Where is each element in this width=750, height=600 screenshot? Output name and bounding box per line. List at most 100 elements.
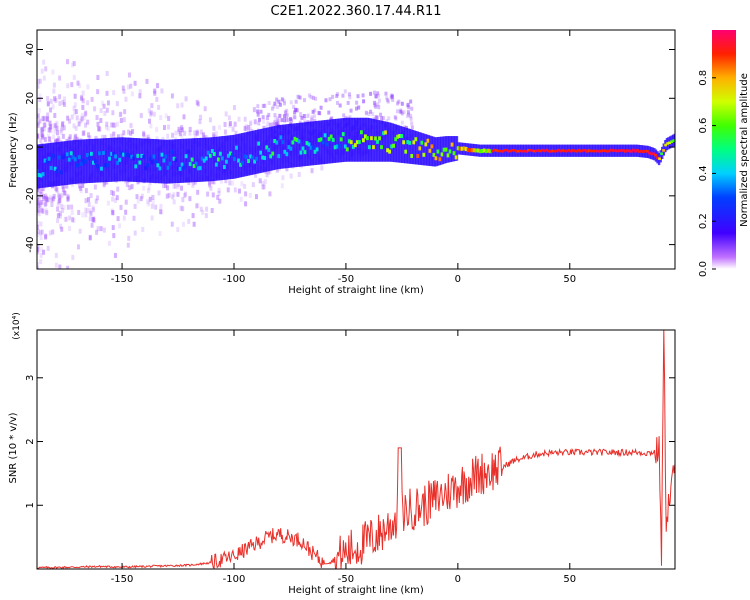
heatmap-band-cell: [289, 123, 293, 168]
heatmap-noise-cell: [251, 182, 255, 188]
heatmap-noise-cell: [263, 103, 267, 108]
heatmap-noise-cell: [37, 201, 40, 207]
heatmap-noise-cell: [210, 179, 214, 185]
heatmap-ridge-cell: [436, 149, 440, 154]
heatmap-noise-cell: [343, 89, 347, 94]
heatmap-band-cell: [112, 137, 115, 182]
heatmap-noise-cell: [294, 108, 298, 113]
heatmap-noise-cell: [37, 133, 39, 139]
heatmap-ridge-cell: [519, 149, 522, 153]
heatmap-noise-cell: [410, 125, 414, 130]
heatmap-noise-cell: [193, 179, 197, 185]
heatmap-band-cell: [438, 136, 441, 166]
heatmap-ridge-cell: [609, 148, 613, 152]
heatmap-noise-cell: [42, 59, 46, 65]
heatmap-ridge-cell: [309, 145, 313, 150]
heatmap-noise-cell: [203, 135, 207, 141]
heatmap-noise-cell: [96, 195, 100, 201]
heatmap-noise-cell: [37, 200, 41, 206]
heatmap-band-cell: [425, 134, 429, 166]
heatmap-noise-cell: [148, 196, 152, 202]
heatmap-noise-cell: [120, 133, 124, 139]
colorbar-label: Normalized spectral amplitude: [739, 73, 750, 227]
heatmap-noise-cell: [390, 94, 394, 99]
heatmap-noise-cell: [289, 117, 293, 122]
heatmap-ridge-cell: [227, 153, 230, 158]
heatmap-ridge-cell: [599, 149, 603, 153]
heatmap-noise-cell: [212, 179, 216, 185]
heatmap-ridge-cell: [239, 162, 242, 167]
heatmap-noise-cell: [331, 94, 335, 99]
heatmap-noise-cell: [293, 109, 297, 114]
heatmap-ridge-cell: [255, 156, 259, 161]
heatmap-band-cell: [48, 143, 51, 188]
spectrogram-x-tick-label: -150: [111, 274, 134, 285]
heatmap-noise-cell: [212, 134, 216, 140]
heatmap-band-cell: [195, 138, 199, 183]
heatmap-ridge-cell: [100, 166, 103, 171]
heatmap-noise-cell: [62, 205, 66, 211]
snr-panel: -150 -100 -50 0 50 1 2 3 Height of straight li…: [8, 312, 676, 596]
heatmap-noise-cell: [46, 245, 50, 251]
heatmap-ridge-cell: [150, 160, 154, 165]
heatmap-band-cell: [446, 136, 449, 163]
heatmap-band-cell: [79, 139, 83, 184]
heatmap-ridge-cell: [666, 142, 670, 145]
heatmap-band-cell: [336, 118, 340, 163]
heatmap-noise-cell: [133, 80, 137, 86]
heatmap-band-cell: [206, 137, 210, 182]
heatmap-noise-cell: [373, 90, 377, 95]
heatmap-noise-cell: [52, 88, 56, 94]
heatmap-noise-cell: [184, 191, 188, 197]
heatmap-ridge-cell: [243, 154, 246, 159]
heatmap-ridge-cell: [110, 151, 113, 156]
heatmap-noise-cell: [37, 114, 39, 120]
heatmap-ridge-cell: [631, 148, 635, 152]
heatmap-ridge-cell: [523, 149, 526, 153]
heatmap-noise-cell: [37, 224, 40, 230]
heatmap-noise-cell: [68, 118, 72, 124]
heatmap-band-cell: [278, 124, 282, 169]
heatmap-noise-cell: [261, 184, 265, 190]
heatmap-noise-cell: [307, 112, 311, 118]
heatmap-band-cell: [432, 136, 435, 167]
heatmap-noise-cell: [37, 83, 40, 89]
heatmap-noise-cell: [203, 106, 207, 112]
heatmap-ridge-cell: [313, 149, 317, 154]
heatmap-ridge-cell: [170, 149, 174, 154]
heatmap-noise-cell: [37, 209, 40, 215]
heatmap-ridge-cell: [158, 166, 162, 171]
heatmap-noise-cell: [180, 127, 184, 133]
heatmap-ridge-cell: [521, 149, 524, 153]
heatmap-noise-cell: [386, 99, 390, 104]
heatmap-noise-cell: [37, 207, 41, 213]
heatmap-noise-cell: [265, 172, 269, 178]
heatmap-ridge-cell: [61, 155, 65, 160]
heatmap-ridge-cell: [249, 154, 252, 159]
heatmap-noise-cell: [228, 121, 232, 127]
heatmap-noise-cell: [123, 109, 127, 115]
heatmap-band-cell: [277, 125, 280, 170]
heatmap-band-cell: [42, 143, 45, 188]
heatmap-noise-cell: [37, 107, 41, 113]
heatmap-noise-cell: [54, 262, 58, 268]
heatmap-ridge-cell: [498, 149, 502, 153]
heatmap-band-cell: [386, 122, 390, 162]
heatmap-noise-cell: [37, 231, 40, 237]
heatmap-noise-cell: [262, 184, 266, 190]
heatmap-noise-cell: [381, 116, 385, 121]
heatmap-band-cell: [115, 137, 119, 182]
heatmap-noise-cell: [58, 94, 62, 100]
heatmap-noise-cell: [72, 123, 76, 129]
heatmap-noise-cell: [198, 119, 202, 125]
heatmap-noise-cell: [335, 93, 339, 98]
heatmap-band-cell: [421, 133, 424, 166]
heatmap-noise-cell: [45, 195, 49, 201]
spectrogram-y-tick-label: 20: [25, 92, 36, 105]
heatmap-noise-cell: [81, 104, 85, 110]
heatmap-noise-cell: [179, 205, 183, 211]
heatmap-band-cell: [344, 117, 347, 162]
heatmap-noise-cell: [224, 178, 228, 184]
heatmap-noise-cell: [376, 91, 380, 96]
heatmap-ridge-cell: [601, 149, 605, 152]
